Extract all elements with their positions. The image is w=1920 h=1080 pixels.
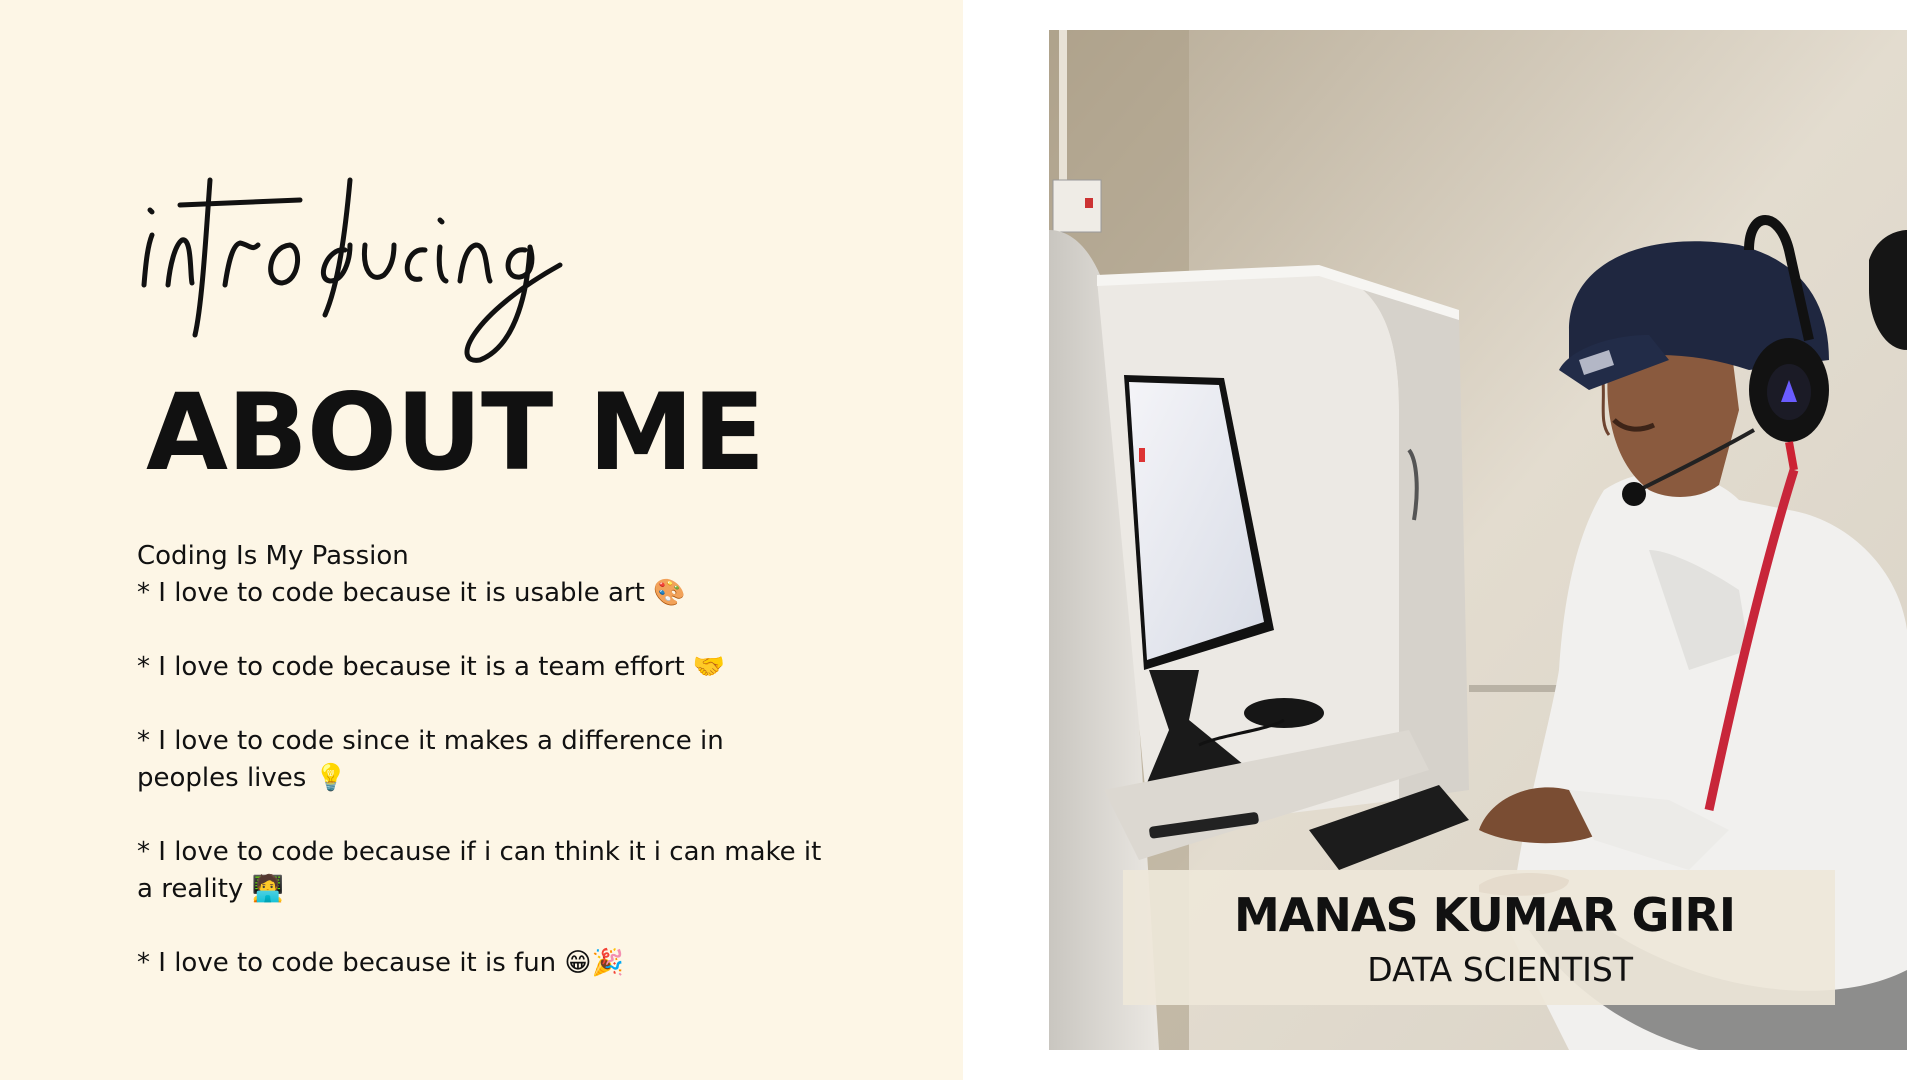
bio-item: * I love to code because it is a team ef… xyxy=(137,649,837,686)
bio-item: * I love to code because if i can think … xyxy=(137,834,827,908)
profile-photo: MANAS KUMAR GIRI DATA SCIENTIST xyxy=(1049,30,1907,1050)
bio-item: * I love to code because it is usable ar… xyxy=(137,575,837,612)
profile-role: DATA SCIENTIST xyxy=(1367,950,1633,989)
bio-item: * I love to code since it makes a differ… xyxy=(137,723,727,797)
bio-item-text: * I love to code because if i can think … xyxy=(137,837,822,904)
bio-section: Coding Is My Passion * I love to code be… xyxy=(137,538,837,1019)
bio-item: * I love to code because it is fun 😁🎉 xyxy=(137,945,837,982)
profile-photo-illustration xyxy=(1049,30,1907,1050)
bio-item-text: * I love to code because it is a team ef… xyxy=(137,652,726,682)
bio-item-text: * I love to code because it is fun 😁🎉 xyxy=(137,948,624,978)
bio-item-text: * I love to code since it makes a differ… xyxy=(137,726,724,793)
name-card: MANAS KUMAR GIRI DATA SCIENTIST xyxy=(1123,870,1835,1005)
profile-name: MANAS KUMAR GIRI xyxy=(1233,888,1736,942)
left-panel: introducing ABOUT ME Coding xyxy=(0,0,963,1080)
bio-item-text: * I love to code because it is usable ar… xyxy=(137,578,686,608)
bio-heading: Coding Is My Passion xyxy=(137,541,409,571)
page-title: ABOUT ME xyxy=(146,371,765,494)
script-heading-lettering xyxy=(141,177,563,363)
